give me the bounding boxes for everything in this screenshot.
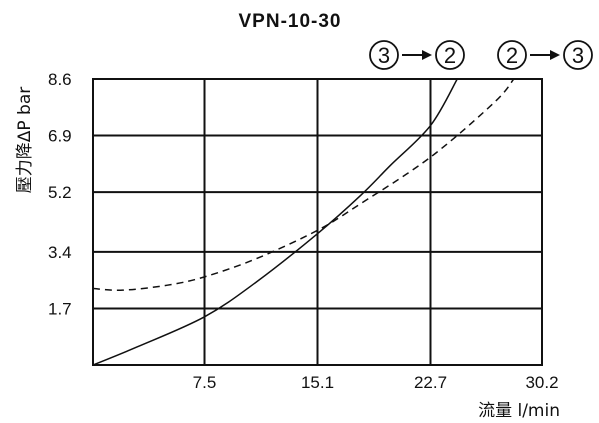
y-tick-label: 6.9 xyxy=(48,127,72,146)
grid xyxy=(92,78,543,366)
legend-circle xyxy=(497,40,527,70)
y-tick-label: 8.6 xyxy=(48,70,72,89)
x-tick-label: 30.2 xyxy=(525,373,558,392)
x-tick-label: 7.5 xyxy=(193,373,217,392)
series-line-dashed xyxy=(92,78,515,292)
chart-title: VPN-10-30 xyxy=(239,11,342,32)
y-tick-label: 5.2 xyxy=(48,183,72,202)
y-axis-label: 壓力降ΔP bar xyxy=(15,87,35,193)
tick-labels: 7.5 15.1 22.7 30.2 1.7 3.4 5.2 6.9 8.6 xyxy=(48,70,559,392)
legend-arrow-head xyxy=(550,50,560,60)
legend-from: 3 xyxy=(378,43,390,68)
legend-to: 3 xyxy=(572,43,584,68)
legend-circle xyxy=(435,40,465,70)
legend-from: 2 xyxy=(506,43,518,68)
legend-circle xyxy=(563,40,593,70)
x-tick-label: 15.1 xyxy=(301,373,334,392)
series-layer xyxy=(92,78,515,366)
legend-to: 2 xyxy=(444,43,456,68)
y-tick-label: 3.4 xyxy=(48,243,72,262)
series-line-solid xyxy=(92,78,458,366)
legend-arrow-head xyxy=(422,50,432,60)
x-axis-label: 流量 l/min xyxy=(478,401,560,421)
y-tick-label: 1.7 xyxy=(48,299,72,318)
x-tick-label: 22.7 xyxy=(414,373,447,392)
legend-circle xyxy=(369,40,399,70)
